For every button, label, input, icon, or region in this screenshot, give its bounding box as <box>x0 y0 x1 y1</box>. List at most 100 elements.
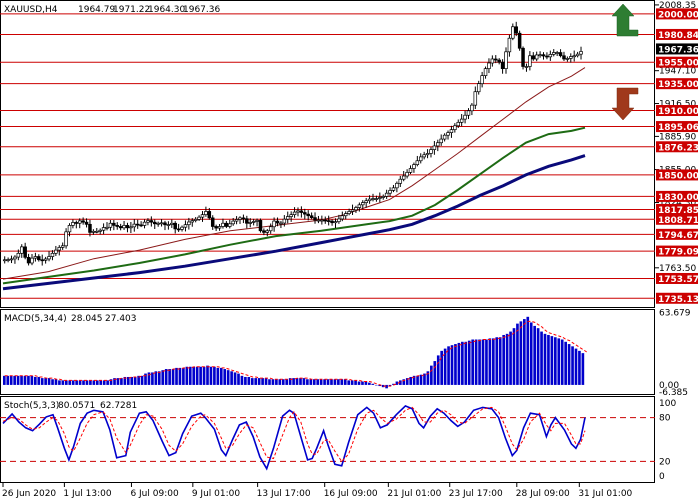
time-tick-label: 26 Jun 2020 <box>2 489 56 499</box>
candle <box>572 50 576 62</box>
candle-body <box>524 66 529 68</box>
macd-bar <box>116 378 120 385</box>
macd-bar <box>185 366 189 385</box>
macd-bar <box>130 376 134 385</box>
candle-body <box>245 218 249 224</box>
price-tick-label: 1947.10 <box>659 67 696 77</box>
time-tick-label: 13 Jul 17:00 <box>257 489 311 499</box>
macd-bar <box>247 376 251 385</box>
macd-bar <box>306 379 309 385</box>
candle-body <box>439 138 443 144</box>
level-label: 1779.09 <box>658 248 699 258</box>
candle-body <box>166 224 171 226</box>
candle-body <box>466 110 471 116</box>
level-tag <box>656 203 698 215</box>
macd-bar <box>175 367 178 385</box>
candle <box>320 215 324 225</box>
candle <box>173 221 177 234</box>
candle <box>579 46 583 60</box>
candle <box>67 223 72 237</box>
candle <box>33 252 38 262</box>
candle <box>30 254 34 266</box>
macd-bar <box>578 350 581 385</box>
macd-bar <box>178 367 182 385</box>
candle <box>159 219 164 227</box>
macd-bar <box>354 380 357 385</box>
candle <box>149 216 154 227</box>
candle <box>422 151 426 160</box>
candle <box>221 218 225 229</box>
level-label: 1850.00 <box>658 171 699 181</box>
candle <box>463 110 467 124</box>
macd-bar <box>237 373 240 385</box>
candle-body <box>463 114 467 120</box>
candle <box>337 214 341 224</box>
candle <box>40 254 44 266</box>
candle-body <box>20 246 24 254</box>
candle-body <box>500 61 505 69</box>
macd-bar <box>140 375 144 385</box>
candle-body <box>490 58 495 64</box>
candle <box>98 228 102 235</box>
candle <box>170 219 174 228</box>
level-label: 1830.00 <box>658 193 699 203</box>
candle <box>323 216 328 224</box>
macd-bar <box>326 379 330 385</box>
macd-bar <box>250 378 254 385</box>
ma-mid-line <box>2 126 586 285</box>
candle <box>476 80 481 95</box>
candle <box>497 58 501 65</box>
macd-bar <box>254 378 258 385</box>
candle-body <box>234 219 239 222</box>
candle-body <box>98 229 102 232</box>
candle-body <box>265 230 270 233</box>
candle <box>238 216 242 224</box>
candle <box>405 169 409 179</box>
macd-bar <box>264 378 268 385</box>
candle-body <box>371 198 375 200</box>
macd-bar <box>471 339 474 385</box>
level-tag <box>656 121 698 133</box>
candle-body <box>381 196 385 198</box>
moving-averages <box>2 67 586 291</box>
macd-bar <box>540 331 543 385</box>
candle <box>309 212 314 220</box>
candle <box>23 242 27 260</box>
time-tick-label: 9 Jul 01:00 <box>192 489 241 499</box>
macd-bar <box>312 379 316 385</box>
candle <box>367 195 372 204</box>
macd-bar <box>182 367 185 385</box>
macd-bar <box>23 375 27 385</box>
candle-body <box>129 226 133 229</box>
candle-body <box>64 231 68 247</box>
candle <box>388 187 392 197</box>
stoch-main-value: 80.0571 <box>58 401 95 411</box>
level-tag <box>656 190 698 202</box>
candle <box>129 221 133 234</box>
level-tag <box>656 245 698 257</box>
macd-bar <box>71 380 75 385</box>
candle-body <box>9 258 14 261</box>
candle <box>466 108 471 120</box>
candle-body <box>357 204 362 208</box>
candle-body <box>37 256 41 261</box>
macd-panel-frame <box>0 309 655 395</box>
macd-bar <box>288 378 292 385</box>
candle <box>395 181 399 193</box>
level-tag <box>656 56 698 68</box>
candle-body <box>470 104 474 112</box>
candle-body <box>548 54 553 58</box>
candle-body <box>204 211 208 216</box>
time-tick-label: 31 Jul 01:00 <box>578 489 632 499</box>
candle-body <box>401 175 406 180</box>
candle <box>340 211 345 222</box>
macd-bar <box>123 376 127 385</box>
macd-bar <box>536 328 540 385</box>
macd-bar <box>27 375 30 385</box>
macd-bar <box>523 319 526 385</box>
macd-bar <box>560 339 564 385</box>
macd-bar <box>299 378 302 385</box>
candle <box>296 207 300 217</box>
level-tag <box>656 141 698 153</box>
candle <box>449 125 454 138</box>
